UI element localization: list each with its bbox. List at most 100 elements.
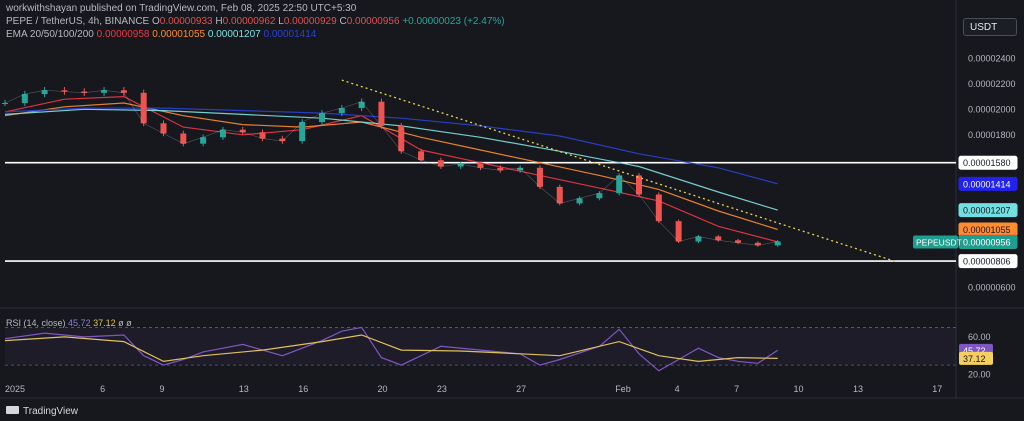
- low-label: L: [278, 16, 284, 27]
- symbol-title: PEPE / TetherUS, 4h, BINANCE: [6, 16, 150, 27]
- price-badge-label: 0.00001580: [963, 158, 1011, 168]
- candle-body: [437, 160, 444, 167]
- ema-line-1: [4, 95, 778, 243]
- x-tick-label: 16: [298, 384, 308, 394]
- candle-body: [338, 108, 345, 114]
- candle-body: [477, 163, 484, 168]
- ema20-value: 0.00000958: [96, 29, 150, 40]
- candle-body: [576, 198, 583, 204]
- currency-button[interactable]: USDT: [963, 18, 1017, 36]
- candle-body: [754, 242, 761, 246]
- candle-body: [41, 90, 48, 95]
- candle-body: [774, 241, 781, 246]
- rsi-badge-label: 37.12: [963, 354, 986, 364]
- x-tick-label: Feb: [615, 384, 631, 394]
- rsi-extra: ø ø: [118, 318, 132, 328]
- x-tick-label: 2025: [5, 384, 25, 394]
- candle-body: [319, 113, 325, 123]
- candle-body: [636, 175, 642, 195]
- published-note: workwithshayan published on TradingView.…: [6, 3, 357, 14]
- ema-label: EMA 20/50/100/200: [6, 29, 94, 40]
- candle-body: [200, 137, 207, 144]
- candle-body: [259, 132, 266, 139]
- price-badge-label: 0.00000956: [963, 238, 1011, 248]
- candle-body: [160, 123, 167, 134]
- ema-line-4: [4, 107, 778, 185]
- candle-body: [81, 91, 88, 93]
- candle-body: [695, 236, 702, 242]
- rsi-ma-line: [4, 334, 778, 363]
- low-value: 0.00000929: [283, 16, 337, 27]
- candle-body: [239, 129, 246, 133]
- change-value: +0.00000023 (+2.47%): [402, 16, 505, 27]
- candle-body: [675, 221, 682, 242]
- rsi-line: [4, 326, 779, 372]
- price-badge-label: 0.00001055: [963, 225, 1011, 235]
- rsi-value: 45.72: [68, 318, 91, 328]
- rsi-ma-value: 37.12: [93, 318, 116, 328]
- candle-body: [279, 138, 286, 142]
- y-tick-label: 0.00002200: [968, 79, 1016, 89]
- close-label: C: [339, 16, 347, 27]
- candle-body: [219, 129, 226, 138]
- price-badge: [958, 176, 1018, 191]
- ema100-value: 0.00001207: [207, 29, 261, 40]
- rsi-badge-label: 45.72: [963, 346, 986, 356]
- ema-line-2: [4, 102, 778, 231]
- price-badge-label: 0.00001414: [963, 179, 1011, 189]
- x-tick-label: 23: [437, 384, 447, 394]
- brand-label: TradingView: [23, 406, 79, 417]
- price-close-line: [4, 89, 778, 246]
- candle-body: [398, 125, 405, 152]
- x-tick-label: 13: [853, 384, 863, 394]
- candle-body: [120, 90, 127, 93]
- x-tick-label: 17: [932, 384, 942, 394]
- tradingview-brand: TradingView: [6, 406, 78, 417]
- symbol-badge: [913, 235, 958, 249]
- close-value: 0.00000956: [346, 16, 400, 27]
- candle-body: [358, 101, 365, 109]
- ema200-value: 0.00001414: [263, 29, 317, 40]
- candle-body: [61, 90, 68, 92]
- ema-legend: EMA 20/50/100/200 0.00000958 0.00001055 …: [6, 29, 316, 41]
- x-tick-label: 13: [239, 384, 249, 394]
- y-tick-label: 0.00000600: [968, 282, 1016, 292]
- candle-body: [735, 240, 742, 243]
- price-badge-label: 0.00001207: [963, 206, 1011, 216]
- dashed-trendline: [341, 79, 897, 263]
- y-tick-label: 0.00001800: [968, 130, 1016, 140]
- open-value: 0.00000933: [159, 16, 213, 27]
- candle-body: [715, 236, 722, 241]
- x-tick-label: 4: [675, 384, 680, 394]
- candle-body: [556, 186, 563, 204]
- rsi-label: RSI (14, close): [6, 318, 66, 328]
- candle-body: [140, 92, 147, 124]
- candle-body: [299, 122, 306, 142]
- price-badge: [958, 254, 1018, 269]
- price-badge: [958, 203, 1018, 218]
- x-tick-label: 10: [794, 384, 804, 394]
- candle-body: [457, 163, 464, 167]
- x-tick-label: 27: [516, 384, 526, 394]
- candle-body: [2, 102, 8, 104]
- symbol-legend: PEPE / TetherUS, 4h, BINANCE O0.00000933…: [6, 16, 505, 28]
- x-tick-label: 20: [377, 384, 387, 394]
- rsi-badge: [959, 351, 993, 365]
- symbol-badge-label: PEPEUSDT: [916, 238, 962, 248]
- high-value: 0.00000962: [222, 16, 276, 27]
- candle-body: [616, 175, 623, 194]
- rsi-band: [5, 327, 956, 366]
- rsi-tick-label: 20.00: [968, 370, 991, 380]
- high-label: H: [215, 16, 223, 27]
- candle-body: [418, 151, 425, 161]
- price-badge: [958, 155, 1018, 170]
- tradingview-logo-icon: [6, 406, 19, 414]
- ema50-value: 0.00001055: [152, 29, 206, 40]
- price-badge: [958, 235, 1018, 250]
- x-tick-label: 7: [734, 384, 739, 394]
- candle-body: [596, 193, 603, 199]
- x-tick-label: 6: [100, 384, 105, 394]
- rsi-legend: RSI (14, close) 45.72 37.12 ø ø: [6, 318, 132, 328]
